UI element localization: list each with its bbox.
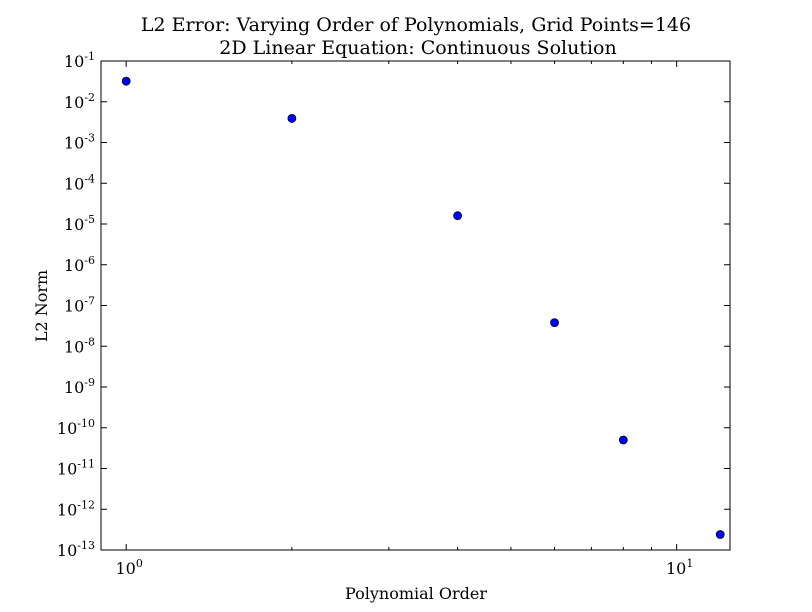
x-tick-label: 100 — [116, 557, 143, 578]
chart-subtitle: 2D Linear Equation: Continuous Solution — [219, 37, 616, 59]
y-tick-label: 10-1 — [64, 50, 95, 71]
y-tick-label: 10-13 — [57, 539, 95, 560]
data-point — [618, 435, 628, 445]
data-points — [121, 76, 725, 539]
y-axis-label: L2 Norm — [32, 270, 51, 342]
data-point — [715, 530, 725, 539]
chart-title: L2 Error: Varying Order of Polynomials, … — [141, 14, 691, 36]
axis-ticks: 10-1 10-2 10-3 10-4 10-5 10-6 10-7 10-8 10-9 10-1… — [57, 50, 730, 578]
x-axis-label: Polynomial Order — [345, 584, 487, 603]
y-tick-label: 10-9 — [64, 376, 95, 397]
plot-area-frame — [100, 60, 731, 551]
y-tick-label: 10-7 — [64, 295, 95, 316]
y-tick-label: 10-6 — [64, 254, 95, 275]
data-point — [121, 76, 131, 86]
data-point — [453, 211, 463, 221]
y-tick-label: 10-2 — [64, 91, 95, 112]
y-tick-label: 10-5 — [64, 213, 95, 234]
y-tick-label: 10-10 — [57, 417, 95, 438]
data-point — [550, 318, 559, 328]
y-tick-label: 10-12 — [57, 498, 95, 519]
y-tick-label: 10-8 — [64, 335, 95, 356]
y-tick-label: 10-3 — [64, 132, 95, 153]
data-point — [287, 114, 297, 123]
y-tick-label: 10-11 — [57, 458, 95, 479]
x-tick-label: 101 — [666, 557, 693, 578]
y-tick-label: 10-4 — [64, 172, 95, 193]
